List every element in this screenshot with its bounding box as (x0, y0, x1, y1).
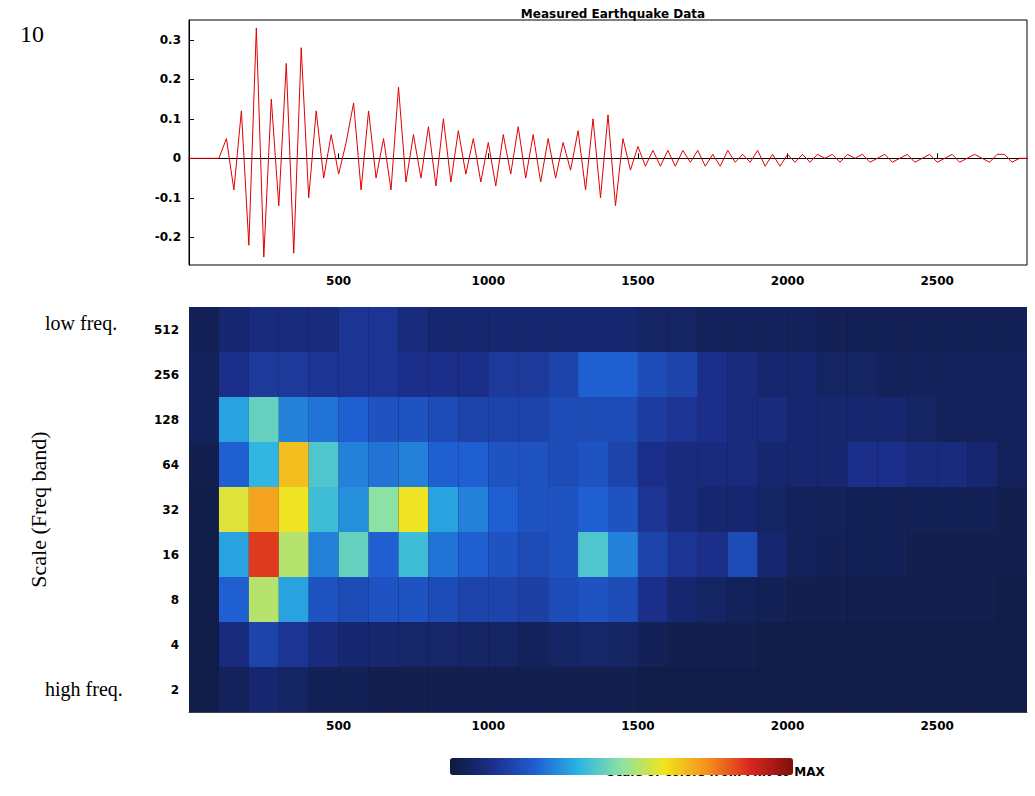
svg-text:16: 16 (162, 548, 179, 562)
svg-text:500: 500 (326, 274, 351, 288)
svg-text:1000: 1000 (472, 274, 505, 288)
svg-text:0.1: 0.1 (160, 112, 181, 126)
svg-text:2: 2 (171, 683, 179, 697)
svg-text:32: 32 (162, 503, 179, 517)
svg-text:0: 0 (173, 151, 181, 165)
svg-text:64: 64 (162, 458, 179, 472)
svg-text:-0.2: -0.2 (155, 230, 181, 244)
svg-text:0.2: 0.2 (160, 72, 181, 86)
svg-text:2000: 2000 (771, 274, 804, 288)
svg-text:2500: 2500 (921, 274, 954, 288)
svg-text:high freq.: high freq. (45, 678, 123, 701)
svg-text:128: 128 (154, 413, 179, 427)
svg-text:500: 500 (326, 719, 351, 733)
svg-text:10: 10 (20, 21, 44, 47)
svg-text:2500: 2500 (921, 719, 954, 733)
svg-text:1500: 1500 (621, 719, 654, 733)
svg-text:low freq.: low freq. (45, 312, 117, 335)
svg-text:512: 512 (154, 323, 179, 337)
svg-text:Measured Earthquake Data: Measured Earthquake Data (521, 7, 705, 21)
svg-text:4: 4 (171, 638, 179, 652)
svg-text:256: 256 (154, 368, 179, 382)
svg-text:1500: 1500 (621, 274, 654, 288)
svg-text:1000: 1000 (472, 719, 505, 733)
svg-text:-0.1: -0.1 (155, 191, 181, 205)
svg-text:Scale (Freq band): Scale (Freq band) (26, 431, 51, 587)
svg-text:2000: 2000 (771, 719, 804, 733)
svg-text:8: 8 (171, 593, 179, 607)
svg-text:0.3: 0.3 (160, 33, 181, 47)
